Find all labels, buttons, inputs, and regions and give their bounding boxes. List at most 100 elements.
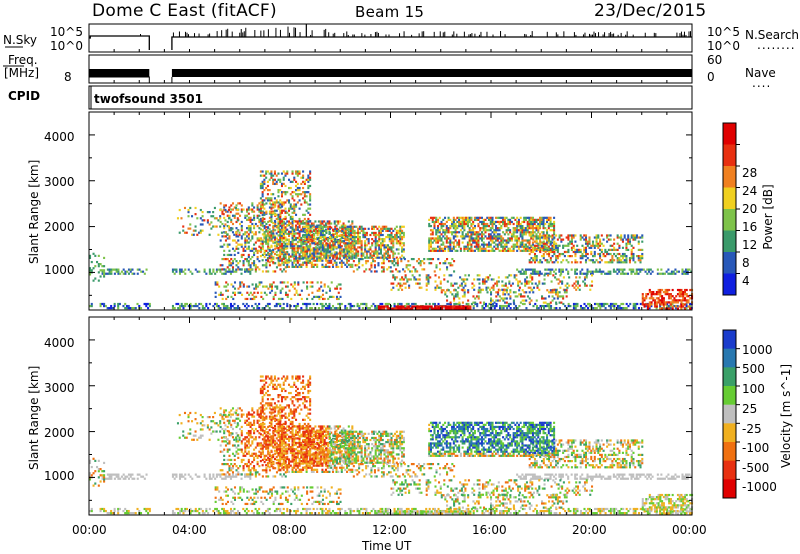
power-cell [632,259,635,262]
power-cell [503,233,506,236]
power-cell [609,304,612,308]
power-cell [296,170,299,173]
power-cell [519,272,522,275]
power-cell [472,222,475,226]
power-cell [370,266,373,269]
power-cell [303,193,306,196]
power-cell [339,252,342,255]
power-cell [447,247,450,250]
power-cell [467,274,470,277]
power-cell [489,218,492,221]
power-cell [654,299,657,302]
power-cell [305,255,308,258]
power-cell [344,231,347,235]
power-cell [279,281,282,284]
power-cell [180,302,183,306]
power-cell [473,218,476,221]
power-cell [233,253,236,257]
power-cell [247,247,250,250]
power-cell [516,235,519,238]
power-cell [671,305,674,308]
power-cell [247,229,250,232]
power-cell [293,287,296,290]
power-cell [534,302,537,306]
power-cell [553,220,556,224]
power-cell [367,242,370,245]
power-cell [110,268,113,271]
power-cell [569,240,572,243]
power-cell [282,191,285,194]
power-cell [509,239,512,242]
power-cell [247,262,250,265]
power-cell [376,240,379,243]
power-cell [470,235,473,238]
power-cell [316,224,319,227]
power-cell [254,266,257,269]
power-cell [280,228,284,231]
power-cell [433,237,436,240]
power-cell [214,283,217,286]
power-cell [546,234,549,237]
power-cell [303,217,306,221]
power-cell [289,255,292,258]
power-cell [440,291,443,294]
power-cell [281,257,284,261]
power-cell [282,228,285,231]
power-cell [223,206,226,209]
power-cell [657,293,660,296]
power-cell [106,272,109,275]
power-cell [399,282,402,285]
power-cell [253,260,256,263]
power-cell [526,241,529,244]
power-cell [558,270,561,273]
power-cell [219,307,222,310]
power-cell [452,247,455,250]
power-cell [412,257,415,261]
power-cell [390,288,393,291]
power-cell [321,304,324,308]
power-cell [219,270,222,273]
power-cell [277,259,280,262]
power-cell [372,260,375,263]
power-cell [473,278,476,281]
power-cell [492,286,495,289]
power-cell [599,261,602,264]
power-cell [523,245,526,248]
power-cell [323,247,326,250]
power-cell [592,307,595,310]
power-cell [372,254,375,257]
power-cell [357,246,360,249]
power-cell [558,252,561,256]
power-cell [238,231,241,234]
power-cell [349,302,352,306]
power-cell [386,307,389,310]
power-cell [526,249,529,252]
power-cell [482,233,485,236]
power-cell [493,249,496,252]
power-cell [348,242,351,245]
power-cell [444,231,447,234]
power-cell [298,226,301,229]
power-cell [502,237,505,240]
power-cell [242,283,245,286]
power-cell [611,259,614,262]
power-cell [533,218,536,221]
power-cell [452,227,455,230]
power-cell [503,249,506,252]
power-cell [281,224,284,228]
power-cell [435,305,439,308]
power-cell [205,302,208,306]
power-cell [282,253,286,257]
power-cell [328,222,331,225]
power-cell [279,232,282,235]
power-cell [338,245,342,248]
power-cell [604,261,607,264]
power-cell [355,242,358,245]
power-cell [408,284,411,287]
power-cell [389,266,392,269]
power-cell [466,218,469,221]
power-cell [452,284,455,287]
power-cell [389,260,392,263]
power-cell [611,257,614,260]
power-cell [461,237,464,240]
